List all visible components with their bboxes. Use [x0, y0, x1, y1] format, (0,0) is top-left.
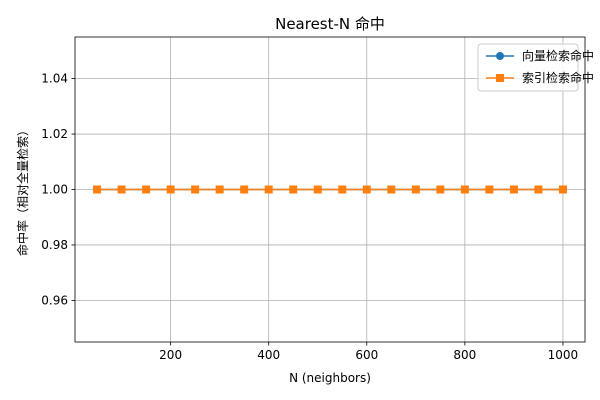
series-2-point [313, 185, 322, 194]
y-axis-label: 命中率（相对全量检索） [15, 124, 30, 256]
x-tick-label: 400 [257, 348, 280, 362]
legend-label-series-1: 向量检索命中 [522, 48, 594, 63]
series-2-point [460, 185, 469, 194]
series-2-point [215, 185, 224, 194]
series-2-point [240, 185, 249, 194]
series-2-point [534, 185, 543, 194]
series-2-point [509, 185, 518, 194]
y-tick-label: 1.02 [41, 127, 68, 141]
series-2-point [411, 185, 420, 194]
series-2-point [264, 185, 273, 194]
x-tick-label: 200 [159, 348, 182, 362]
series-2-point [289, 185, 298, 194]
series-2-point [485, 185, 494, 194]
series-2-point [117, 185, 126, 194]
y-tick-label: 1.04 [41, 72, 68, 86]
series-2-point [338, 185, 347, 194]
series-2-point [362, 185, 371, 194]
y-tick-label: 0.98 [41, 238, 68, 252]
series-2-point [191, 185, 200, 194]
series-2-point [387, 185, 396, 194]
series-layer [93, 185, 567, 194]
x-tick-label: 1000 [548, 348, 579, 362]
y-tick-label: 1.00 [41, 183, 68, 197]
y-tick-label: 0.96 [41, 293, 68, 307]
series-2-point [93, 185, 102, 194]
legend-label-series-2: 索引检索命中 [522, 70, 594, 85]
x-axis-label: N (neighbors) [289, 371, 371, 385]
series-2-point [558, 185, 567, 194]
x-tick-label: 600 [355, 348, 378, 362]
legend: 向量检索命中 索引检索命中 [477, 43, 594, 92]
legend-marker-series-2 [496, 74, 504, 82]
legend-marker-series-1 [496, 52, 504, 60]
x-tick-label: 800 [453, 348, 476, 362]
chart-title: Nearest-N 命中 [275, 15, 385, 33]
series-2-point [436, 185, 445, 194]
series-2-point [142, 185, 151, 194]
axis-ticks: 200 400 600 800 1000 0.96 0.98 1.00 1.02 1.04 [41, 72, 578, 362]
series-2-point [166, 185, 175, 194]
